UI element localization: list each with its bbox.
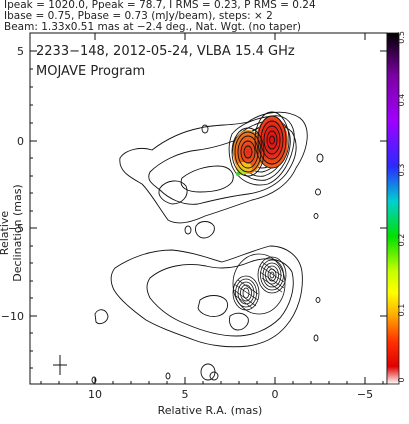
colorbar (386, 32, 400, 385)
lower-contours (91, 245, 321, 384)
y-tick-label: −10 (1, 310, 24, 323)
colorbar-tick-label: 0.2 (397, 234, 406, 247)
map-title: 2233−148, 2012-05-24, VLBA 15.4 GHz (36, 44, 295, 59)
x-axis-label: Relative R.A. (mas) (157, 404, 263, 417)
core-contours (231, 111, 290, 177)
plot-frame (29, 32, 388, 385)
header-line-2: Ibase = 0.75, Pbase = 0.73 (mJy/beam), s… (4, 10, 273, 22)
x-tick-label: −5 (357, 388, 373, 401)
upper-contours (119, 111, 324, 239)
header-line-3: Beam: 1.33x0.51 mas at −2.4 deg., Nat. W… (4, 21, 302, 33)
colorbar-tick-label: 0.3 (397, 164, 406, 177)
x-tick-label: 10 (88, 388, 102, 401)
x-tick-label: 5 (182, 388, 189, 401)
lower-hatching (233, 261, 285, 309)
y-axis-label: Relative Declination (mas) (0, 184, 24, 282)
y-tick-marks (30, 50, 387, 369)
header-line-1: Ipeak = 1020.0, Ppeak = 78.7, I RMS = 0.… (4, 0, 316, 11)
colorbar-tick-label: 0.5 (397, 31, 406, 44)
colorbar-tick-label: 0.4 (397, 94, 406, 107)
colorbar-tick-label: 0 (397, 377, 406, 382)
colorbar-tick-label: 0.1 (397, 304, 406, 317)
y-tick-label: −5 (8, 222, 24, 235)
x-tick-label: 0 (272, 388, 279, 401)
map-subtitle: MOJAVE Program (36, 64, 145, 79)
x-tick-marks (40, 33, 384, 384)
y-tick-label: 5 (17, 45, 24, 58)
y-tick-label: 0 (17, 135, 24, 148)
beam-marker (53, 355, 67, 375)
